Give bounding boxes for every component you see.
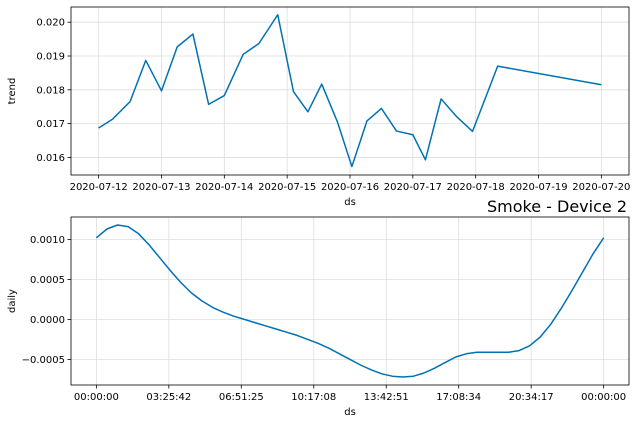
trend-x-tick-label: 2020-07-13 — [132, 182, 190, 193]
trend-y-tick-label: 0.018 — [36, 85, 65, 96]
chart-title: Smoke - Device 2 — [487, 197, 627, 216]
trend-y-tick-label: 0.020 — [36, 18, 65, 29]
daily-x-tick-label: 00:00:00 — [74, 392, 119, 403]
trend-x-tick-label: 2020-07-18 — [447, 182, 505, 193]
trend-y-axis-label: trend — [7, 78, 18, 105]
daily-x-tick-label: 03:25:42 — [146, 392, 191, 403]
daily-y-tick-label: 0.0000 — [30, 315, 65, 326]
trend-panel: 2020-07-12 2020-07-13 2020-07-14 2020-07-15… — [7, 6, 630, 208]
trend-x-tick-label: 2020-07-14 — [195, 182, 253, 193]
daily-y-axis-label: daily — [7, 289, 18, 313]
trend-y-tick-label: 0.019 — [36, 52, 65, 63]
trend-x-tick-label: 2020-07-15 — [258, 182, 316, 193]
daily-x-tick-label: 20:34:17 — [509, 392, 554, 403]
daily-x-axis-label: ds — [344, 407, 356, 418]
daily-x-tick-label: 10:17:08 — [291, 392, 336, 403]
daily-x-tick-label: 17:08:34 — [436, 392, 481, 403]
trend-series-line — [98, 14, 602, 168]
trend-x-axis-label: ds — [344, 197, 356, 208]
daily-y-tick-label: −0.0005 — [22, 355, 65, 366]
trend-x-tick-label: 2020-07-17 — [384, 182, 442, 193]
trend-y-tick-label: 0.017 — [36, 119, 65, 130]
daily-x-tick-label: 00:00:00 — [581, 392, 626, 403]
trend-x-tick-label: 2020-07-12 — [70, 182, 128, 193]
daily-series-line — [95, 224, 605, 378]
daily-x-tick-label: 06:51:25 — [219, 392, 264, 403]
daily-x-tick-label: 13:42:51 — [364, 392, 409, 403]
daily-plot-frame — [70, 216, 630, 386]
trend-x-tick-label: 2020-07-16 — [321, 182, 379, 193]
trend-x-tick-label: 2020-07-19 — [509, 182, 567, 193]
daily-y-tick-label: 0.0005 — [30, 275, 65, 286]
daily-y-tick-label: 0.0010 — [30, 235, 65, 246]
trend-x-tick-label: 2020-07-20 — [572, 182, 630, 193]
trend-y-tick-label: 0.016 — [36, 153, 65, 164]
daily-panel: 00:00:00 03:25:42 06:51:25 10:17:08 13:42:51… — [7, 216, 630, 418]
